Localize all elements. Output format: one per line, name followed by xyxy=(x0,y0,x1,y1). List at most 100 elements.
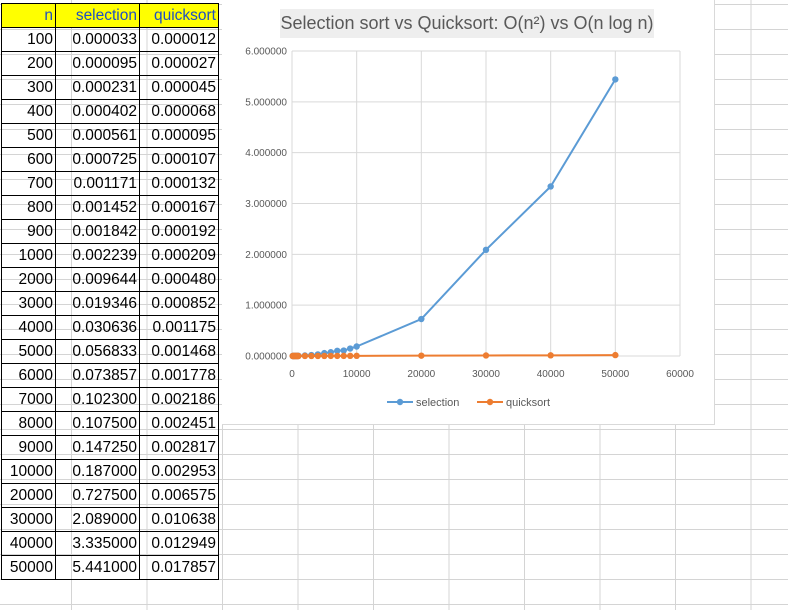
cell-selection[interactable]: 0.000033 xyxy=(55,27,140,52)
cell-n[interactable]: 100 xyxy=(1,27,56,52)
cell-n[interactable]: 7000 xyxy=(1,387,56,412)
quicksort-point xyxy=(321,352,328,360)
table-row: 600 0.000725 0.000107 xyxy=(1,147,219,172)
cell-n[interactable]: 40000 xyxy=(1,531,56,556)
cell-quicksort[interactable]: 0.010638 xyxy=(139,507,219,532)
table-row: 10000 0.187000 0.002953 xyxy=(1,459,219,484)
cell-selection[interactable]: 0.147250 xyxy=(55,435,140,460)
cell-n[interactable]: 900 xyxy=(1,219,56,244)
cell-selection[interactable]: 0.727500 xyxy=(55,483,140,508)
cell-selection[interactable]: 0.002239 xyxy=(55,243,140,268)
cell-selection[interactable]: 0.001842 xyxy=(55,219,140,244)
cell-quicksort[interactable]: 0.000012 xyxy=(139,27,219,52)
cell-quicksort[interactable]: 0.001175 xyxy=(139,315,219,340)
cell-selection[interactable]: 0.001452 xyxy=(55,195,140,220)
cell-selection[interactable]: 0.001171 xyxy=(55,171,140,196)
cell-quicksort[interactable]: 0.002817 xyxy=(139,435,219,460)
cell-selection[interactable]: 0.000231 xyxy=(55,75,140,100)
selection-point xyxy=(353,343,360,350)
table-row: 200 0.000095 0.000027 xyxy=(1,51,219,76)
y-tick-label: 4.000000 xyxy=(245,148,287,159)
cell-n[interactable]: 500 xyxy=(1,123,56,148)
cell-selection[interactable]: 0.009644 xyxy=(55,267,140,292)
cell-n[interactable]: 50000 xyxy=(1,555,56,580)
cell-n[interactable]: 4000 xyxy=(1,315,56,340)
header-n[interactable]: n xyxy=(1,3,56,28)
table-row: 7000 0.102300 0.002186 xyxy=(1,387,219,412)
selection-point xyxy=(547,183,554,190)
quicksort-point xyxy=(295,352,302,360)
cell-quicksort[interactable]: 0.001468 xyxy=(139,339,219,364)
cell-quicksort[interactable]: 0.000107 xyxy=(139,147,219,172)
cell-selection[interactable]: 0.187000 xyxy=(55,459,140,484)
selection-point xyxy=(612,76,619,83)
cell-n[interactable]: 300 xyxy=(1,75,56,100)
cell-selection[interactable]: 0.073857 xyxy=(55,363,140,388)
cell-quicksort[interactable]: 0.006575 xyxy=(139,483,219,508)
cell-quicksort[interactable]: 0.001778 xyxy=(139,363,219,388)
header-selection[interactable]: selection xyxy=(55,3,140,28)
cell-n[interactable]: 3000 xyxy=(1,291,56,316)
cell-n[interactable]: 8000 xyxy=(1,411,56,436)
x-tick-label: 40000 xyxy=(537,369,565,380)
cell-selection[interactable]: 0.000561 xyxy=(55,123,140,148)
cell-n[interactable]: 9000 xyxy=(1,435,56,460)
cell-quicksort[interactable]: 0.000209 xyxy=(139,243,219,268)
cell-quicksort[interactable]: 0.002451 xyxy=(139,411,219,436)
cell-quicksort[interactable]: 0.000480 xyxy=(139,267,219,292)
chart-title[interactable]: Selection sort vs Quicksort: O(n²) vs O(… xyxy=(280,13,654,33)
y-tick-label: 2.000000 xyxy=(245,250,287,261)
cell-n[interactable]: 2000 xyxy=(1,267,56,292)
selection-legend-label: selection xyxy=(416,397,459,409)
cell-n[interactable]: 5000 xyxy=(1,339,56,364)
cell-n[interactable]: 400 xyxy=(1,99,56,124)
cell-n[interactable]: 20000 xyxy=(1,483,56,508)
selection-series-line xyxy=(292,78,617,357)
cell-quicksort[interactable]: 0.000192 xyxy=(139,219,219,244)
cell-selection[interactable]: 0.107500 xyxy=(55,411,140,436)
cell-selection[interactable]: 0.102300 xyxy=(55,387,140,412)
cell-n[interactable]: 30000 xyxy=(1,507,56,532)
table-row: 1000 0.002239 0.000209 xyxy=(1,243,219,268)
cell-quicksort[interactable]: 0.012949 xyxy=(139,531,219,556)
cell-selection[interactable]: 0.030636 xyxy=(55,315,140,340)
chart-title-background xyxy=(280,9,654,38)
cell-quicksort[interactable]: 0.000027 xyxy=(139,51,219,76)
chart[interactable]: Selection sort vs Quicksort: O(n²) vs O(… xyxy=(222,0,715,425)
header-quicksort[interactable]: quicksort xyxy=(139,3,219,28)
cell-n[interactable]: 6000 xyxy=(1,363,56,388)
quicksort-point xyxy=(308,352,315,360)
cell-n[interactable]: 700 xyxy=(1,171,56,196)
cell-selection[interactable]: 5.441000 xyxy=(55,555,140,580)
cell-quicksort[interactable]: 0.002186 xyxy=(139,387,219,412)
cell-quicksort[interactable]: 0.017857 xyxy=(139,555,219,580)
table-row: 50000 5.441000 0.017857 xyxy=(1,555,219,580)
cell-selection[interactable]: 0.056833 xyxy=(55,339,140,364)
cell-selection[interactable]: 0.019346 xyxy=(55,291,140,316)
cell-quicksort[interactable]: 0.000167 xyxy=(139,195,219,220)
cell-selection[interactable]: 3.335000 xyxy=(55,531,140,556)
cell-quicksort[interactable]: 0.000132 xyxy=(139,171,219,196)
cell-quicksort[interactable]: 0.000068 xyxy=(139,99,219,124)
cell-selection[interactable]: 2.089000 xyxy=(55,507,140,532)
table-header-row: n selection quicksort xyxy=(1,3,219,28)
cell-quicksort[interactable]: 0.000095 xyxy=(139,123,219,148)
cell-n[interactable]: 600 xyxy=(1,147,56,172)
table-row: 5000 0.056833 0.001468 xyxy=(1,339,219,364)
cell-quicksort[interactable]: 0.000852 xyxy=(139,291,219,316)
quicksort-point xyxy=(327,352,334,360)
cell-quicksort[interactable]: 0.002953 xyxy=(139,459,219,484)
x-tick-label: 10000 xyxy=(343,369,371,380)
table-row: 40000 3.335000 0.012949 xyxy=(1,531,219,556)
cell-n[interactable]: 10000 xyxy=(1,459,56,484)
selection-point xyxy=(482,246,490,254)
cell-n[interactable]: 200 xyxy=(1,51,56,76)
cell-quicksort[interactable]: 0.000045 xyxy=(139,75,219,100)
cell-selection[interactable]: 0.000095 xyxy=(55,51,140,76)
selection-point xyxy=(340,347,347,354)
cell-n[interactable]: 800 xyxy=(1,195,56,220)
cell-n[interactable]: 1000 xyxy=(1,243,56,268)
quicksort-point xyxy=(612,351,619,359)
cell-selection[interactable]: 0.000725 xyxy=(55,147,140,172)
cell-selection[interactable]: 0.000402 xyxy=(55,99,140,124)
